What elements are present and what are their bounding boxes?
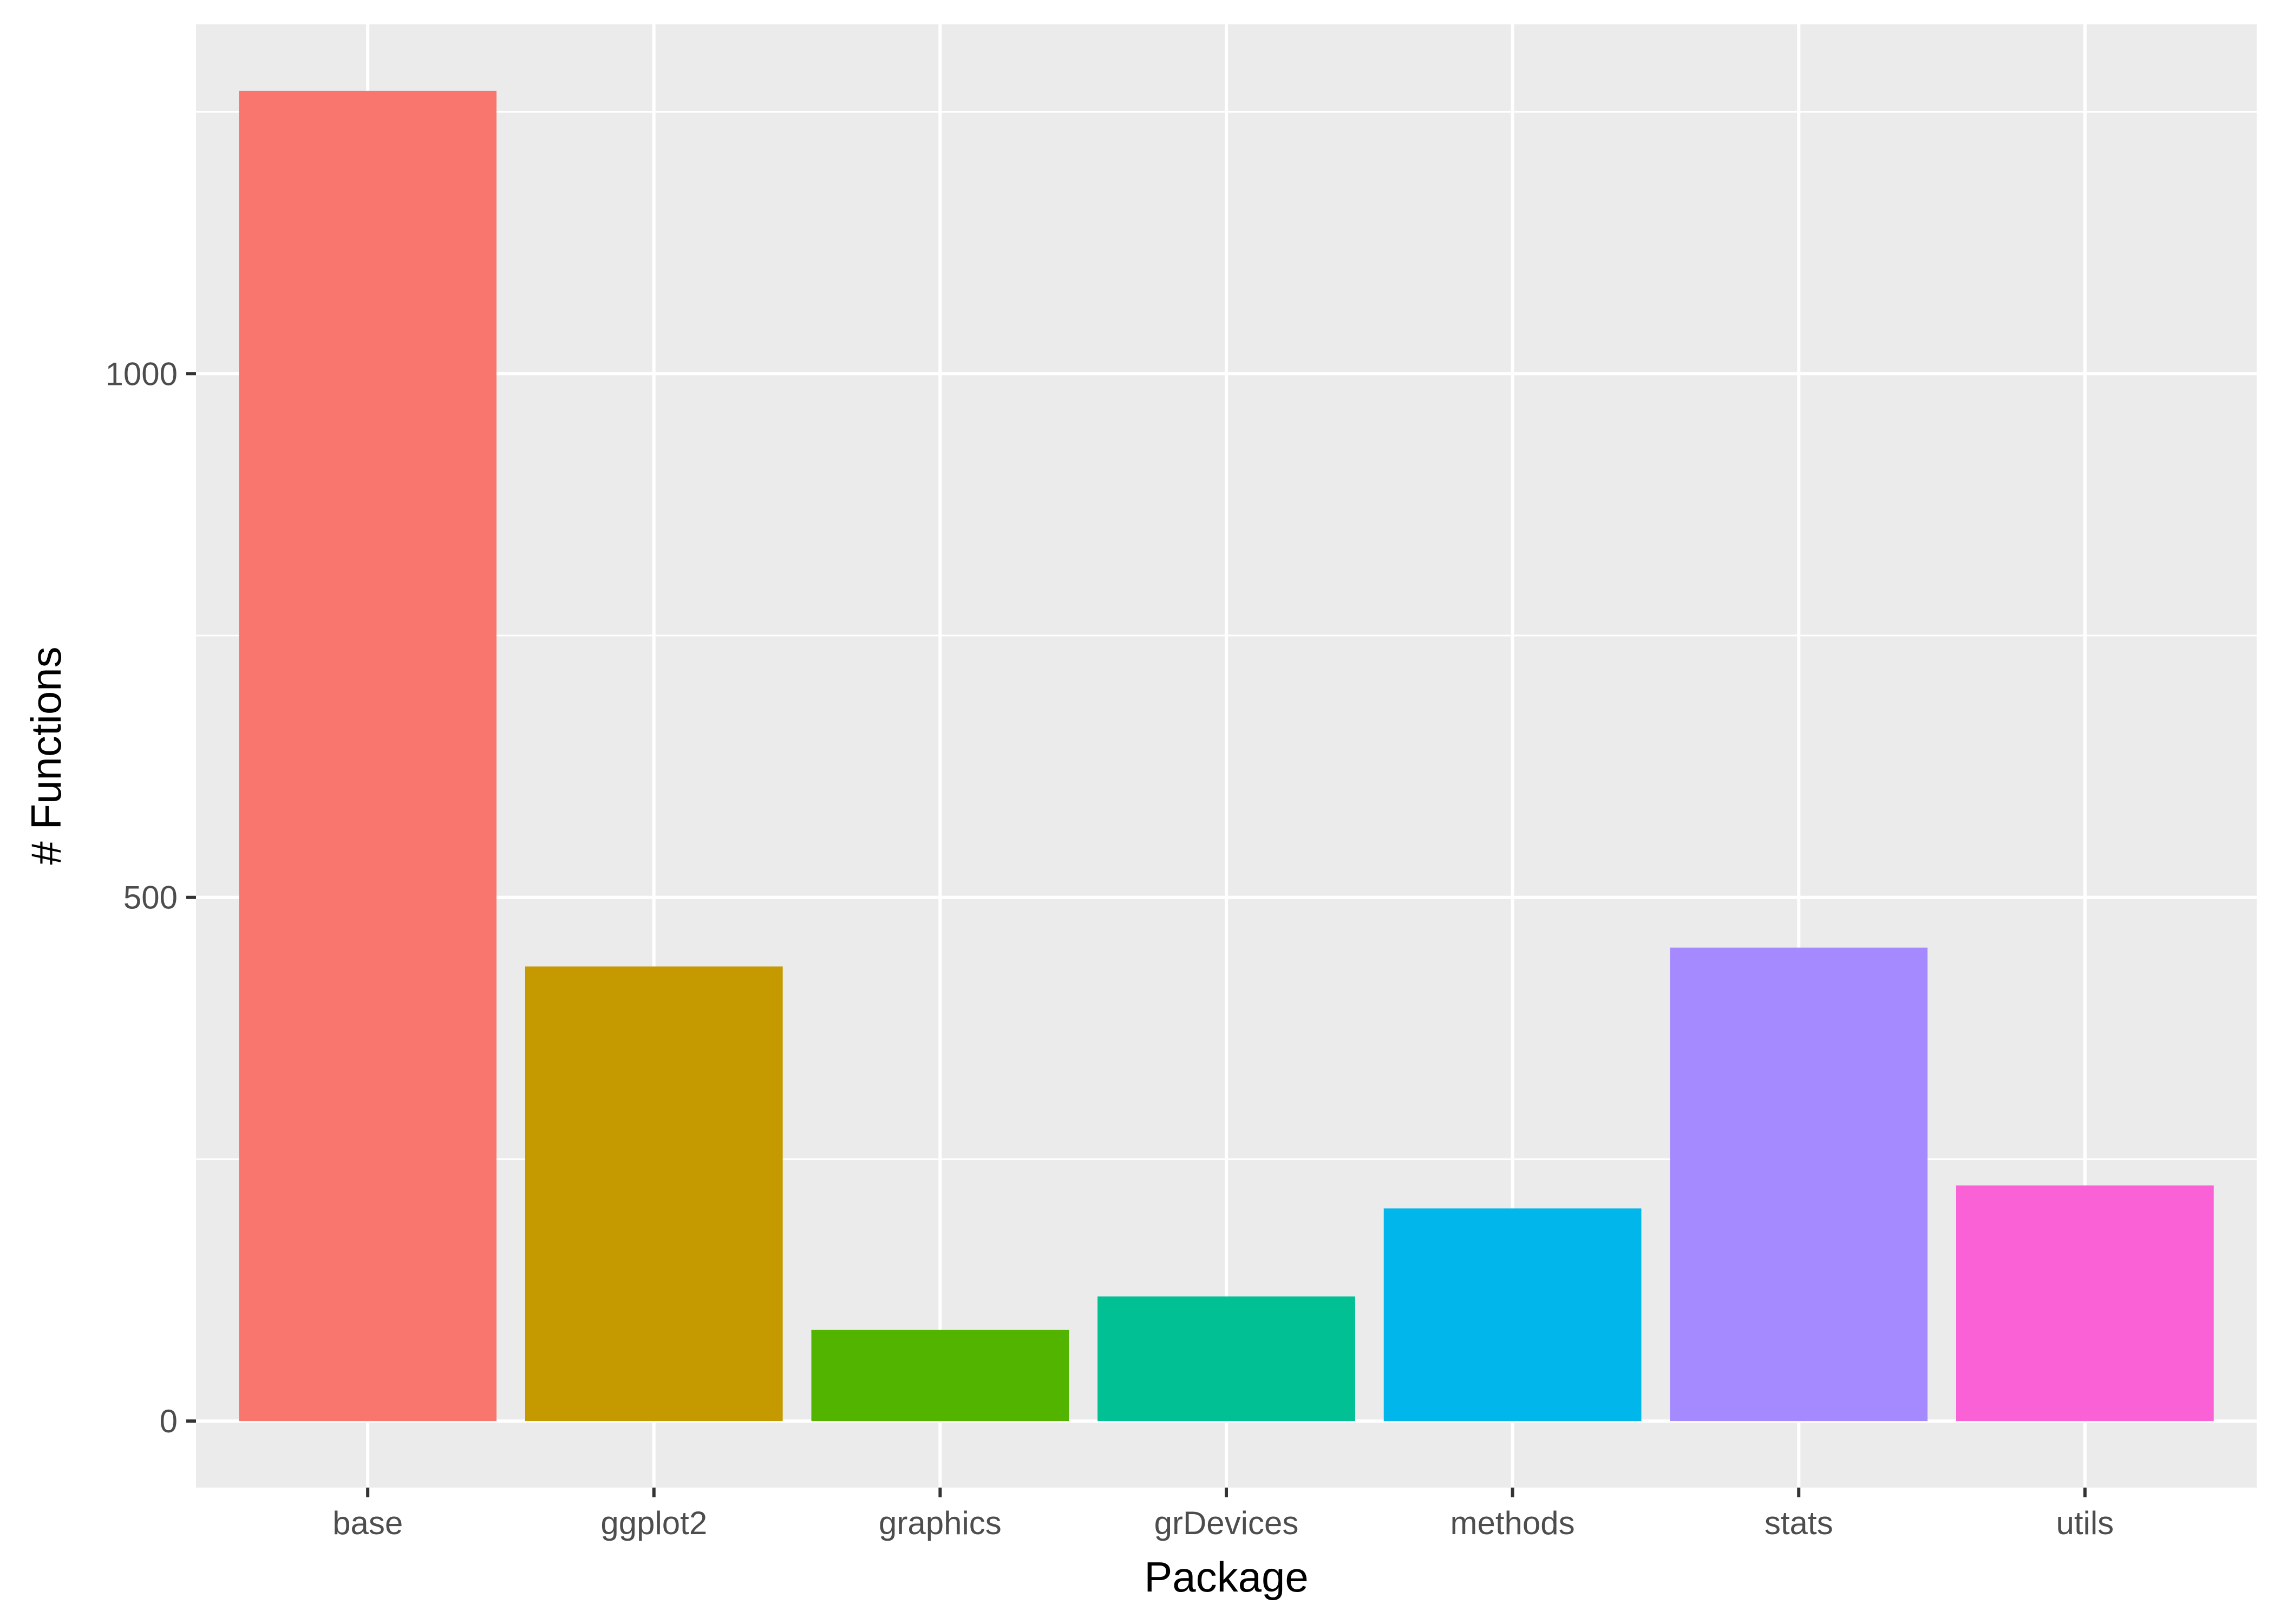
bar-base — [239, 90, 497, 1422]
x-axis: base ggplot2 graphics grDevices methods stats… — [332, 1488, 2114, 1541]
x-tick-label: base — [332, 1505, 403, 1541]
bar-grDevices — [1097, 1296, 1355, 1422]
bar-utils — [1956, 1185, 2214, 1422]
bar-graphics — [811, 1330, 1069, 1422]
bars — [239, 90, 2214, 1422]
bar-methods — [1383, 1208, 1642, 1422]
x-tick-label: utils — [2056, 1505, 2114, 1541]
bar-ggplot2 — [525, 966, 783, 1422]
y-tick-label: 0 — [160, 1403, 178, 1439]
x-axis-title: Package — [1144, 1553, 1309, 1601]
x-tick-label: methods — [1450, 1505, 1575, 1541]
x-tick-label: ggplot2 — [600, 1505, 707, 1541]
x-tick-label: graphics — [879, 1505, 1002, 1541]
y-axis-title: # Functions — [22, 646, 70, 865]
x-tick-label: grDevices — [1154, 1505, 1299, 1541]
x-tick-label: stats — [1765, 1505, 1833, 1541]
y-axis: 0 500 1000 — [106, 356, 196, 1439]
bar-stats — [1670, 947, 1928, 1422]
y-tick-label: 500 — [123, 880, 178, 916]
y-tick-label: 1000 — [106, 356, 178, 392]
